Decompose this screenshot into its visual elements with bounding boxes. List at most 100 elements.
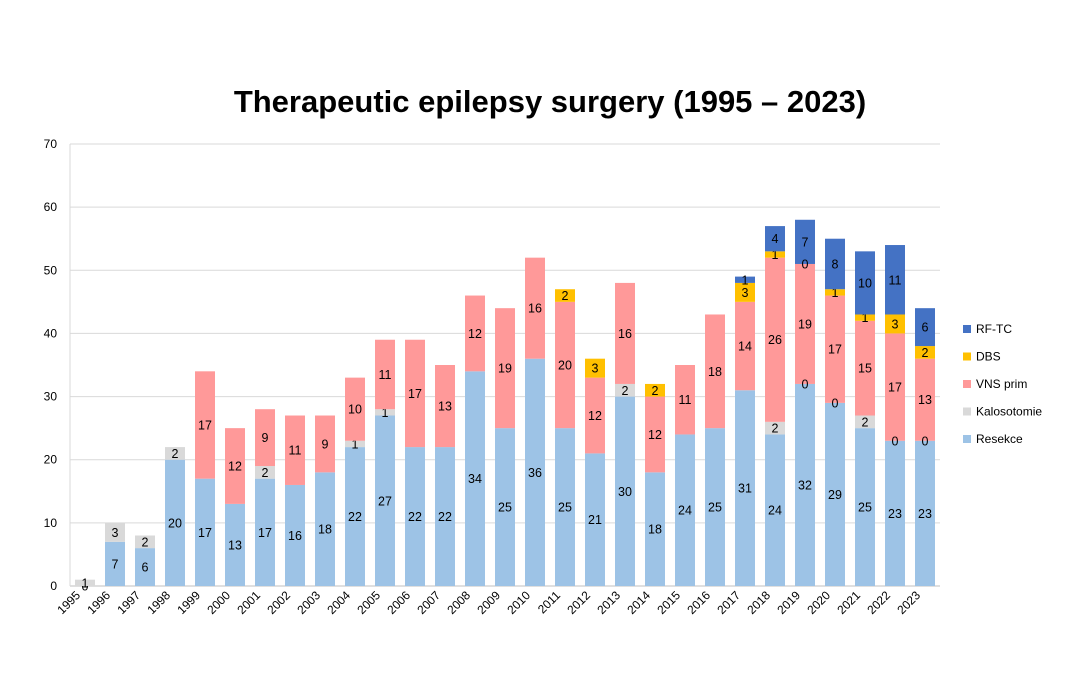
data-label: 18 bbox=[708, 365, 722, 379]
bar-segment bbox=[825, 238, 845, 290]
legend-label: DBS bbox=[976, 350, 1001, 364]
data-label: 2 bbox=[142, 535, 149, 549]
data-label: 17 bbox=[198, 418, 212, 432]
data-label: 12 bbox=[228, 460, 242, 474]
data-label: 2 bbox=[562, 289, 569, 303]
bar-segment bbox=[645, 472, 665, 586]
data-label: 31 bbox=[738, 482, 752, 496]
data-label: 0 bbox=[922, 434, 929, 448]
data-label: 13 bbox=[438, 400, 452, 414]
bar-segment bbox=[645, 396, 665, 473]
bar-segment bbox=[615, 396, 635, 586]
data-label: 23 bbox=[888, 507, 902, 521]
bar-segment bbox=[885, 314, 905, 334]
bar-segment bbox=[435, 447, 455, 586]
data-label: 20 bbox=[558, 359, 572, 373]
data-label: 15 bbox=[858, 362, 872, 376]
data-label: 2 bbox=[652, 384, 659, 398]
x-tick-label: 2020 bbox=[804, 588, 833, 617]
data-label: 0 bbox=[82, 580, 89, 594]
data-label: 13 bbox=[228, 538, 242, 552]
bar-segment bbox=[675, 434, 695, 586]
bar-segment bbox=[915, 440, 935, 586]
bar-segment bbox=[615, 383, 635, 397]
bar-segment bbox=[105, 541, 125, 586]
legend-swatch bbox=[963, 407, 971, 416]
bar-segment bbox=[315, 472, 335, 586]
bar-segment bbox=[165, 459, 185, 586]
bar-segment bbox=[915, 358, 935, 441]
x-tick-label: 2000 bbox=[204, 588, 233, 617]
data-label: 14 bbox=[738, 340, 752, 354]
bar-segment bbox=[765, 251, 785, 258]
bar-segment bbox=[465, 295, 485, 372]
bar-segment bbox=[855, 251, 875, 315]
x-tick-label: 2014 bbox=[624, 588, 653, 617]
bar-segment bbox=[735, 276, 755, 283]
bar-segment bbox=[915, 346, 935, 359]
x-tick-label: 1995 bbox=[54, 588, 83, 617]
x-tick-label: 2017 bbox=[714, 588, 743, 617]
data-label: 34 bbox=[468, 472, 482, 486]
data-label: 36 bbox=[528, 466, 542, 480]
data-label: 24 bbox=[678, 504, 692, 518]
bar-segment bbox=[405, 447, 425, 586]
legend-swatch bbox=[963, 325, 971, 333]
bar-segment bbox=[855, 320, 875, 416]
data-label: 18 bbox=[318, 523, 332, 537]
data-label: 26 bbox=[768, 333, 782, 347]
bar-segment bbox=[825, 402, 845, 586]
data-label: 1 bbox=[772, 248, 779, 262]
data-label: 17 bbox=[888, 381, 902, 395]
x-tick-label: 2005 bbox=[354, 588, 383, 617]
bar-segment bbox=[495, 308, 515, 429]
bar-segment bbox=[135, 548, 155, 586]
data-label: 3 bbox=[112, 526, 119, 540]
bar-segment bbox=[705, 314, 725, 429]
data-label: 17 bbox=[408, 387, 422, 401]
data-label: 25 bbox=[498, 501, 512, 515]
data-label: 20 bbox=[168, 516, 182, 530]
y-tick-label: 50 bbox=[44, 263, 58, 277]
bar-segment bbox=[255, 478, 275, 586]
y-tick-label: 0 bbox=[50, 579, 57, 593]
data-label: 22 bbox=[348, 510, 362, 524]
bar-segment bbox=[75, 579, 95, 586]
y-tick-label: 30 bbox=[44, 390, 58, 404]
data-label: 11 bbox=[679, 393, 692, 407]
x-tick-label: 1999 bbox=[174, 588, 203, 617]
legend-swatch bbox=[963, 380, 971, 388]
bar-segment bbox=[795, 219, 815, 264]
bar-segment bbox=[855, 415, 875, 429]
data-label: 1 bbox=[382, 406, 389, 420]
data-label: 22 bbox=[438, 510, 452, 524]
x-tick-label: 2003 bbox=[294, 588, 323, 617]
bar-segment bbox=[765, 257, 785, 422]
x-tick-label: 2012 bbox=[564, 588, 593, 617]
data-label: 2 bbox=[862, 415, 869, 429]
bar-segment bbox=[375, 415, 395, 586]
y-tick-label: 60 bbox=[44, 200, 58, 214]
data-label: 7 bbox=[802, 235, 809, 249]
bar-segment bbox=[375, 409, 395, 416]
data-label: 8 bbox=[832, 257, 839, 271]
data-label: 10 bbox=[348, 403, 362, 417]
x-tick-label: 2016 bbox=[684, 588, 713, 617]
data-label: 0 bbox=[832, 396, 839, 410]
data-label: 16 bbox=[618, 327, 632, 341]
bar-segment bbox=[165, 447, 185, 460]
data-label: 19 bbox=[498, 362, 512, 376]
bar-segment bbox=[225, 503, 245, 586]
bar-segment bbox=[255, 466, 275, 479]
x-tick-label: 2002 bbox=[264, 588, 293, 617]
bar-segment bbox=[345, 447, 365, 586]
data-label: 12 bbox=[468, 327, 482, 341]
x-tick-label: 2013 bbox=[594, 588, 623, 617]
bar-segment bbox=[765, 421, 785, 435]
bar-segment bbox=[735, 301, 755, 391]
y-tick-label: 20 bbox=[44, 453, 58, 467]
x-tick-label: 2023 bbox=[894, 588, 923, 617]
data-label: 23 bbox=[918, 507, 932, 521]
data-label: 2 bbox=[772, 422, 779, 436]
data-label: 1 bbox=[832, 286, 839, 300]
